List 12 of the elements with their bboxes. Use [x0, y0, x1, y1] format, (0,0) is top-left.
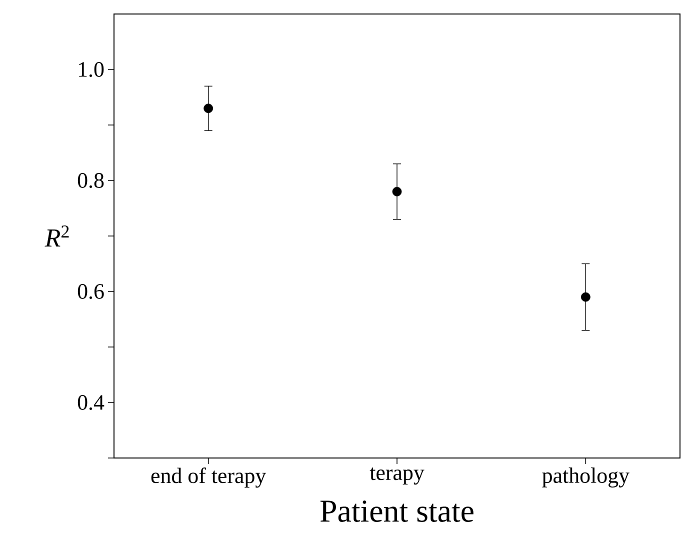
y-tick-label: 0.8: [78, 173, 104, 188]
point: [204, 104, 214, 114]
y-tick-label: 1.0: [79, 62, 104, 77]
point: [392, 186, 402, 196]
y-tick-label: 0.6: [78, 284, 104, 299]
x-tick-label: pathology: [542, 468, 630, 488]
x-axis-title: Patient state: [320, 500, 474, 522]
x-tick-label: terapy: [370, 468, 424, 485]
y-axis-title: R$^{2}$: [44, 226, 69, 247]
x-tick-label: end of terapy: [151, 468, 266, 488]
point: [580, 292, 590, 302]
y-tick-label: 0.4: [78, 395, 104, 410]
